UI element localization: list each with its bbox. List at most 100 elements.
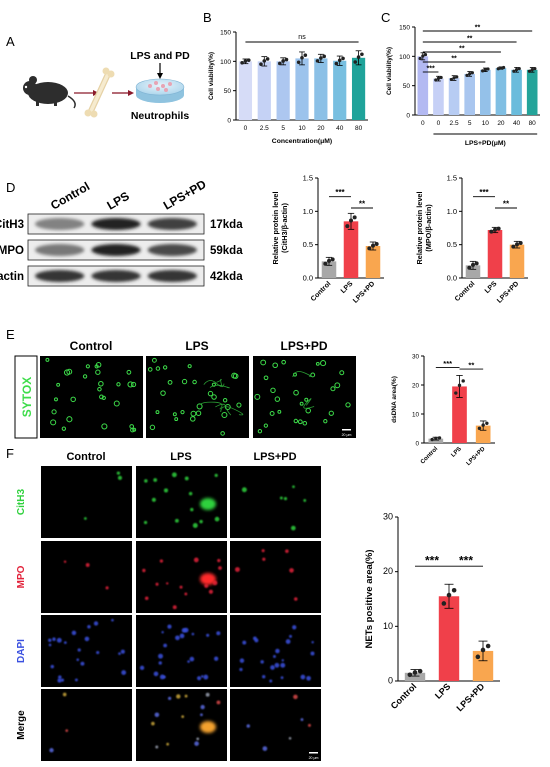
data-point — [446, 592, 452, 598]
cell-dot — [277, 409, 282, 414]
cell-dot — [74, 678, 78, 682]
cell-dot — [285, 639, 291, 644]
y-tick-label: 1.5 — [303, 174, 313, 183]
y-tick-label: 0 — [415, 441, 419, 448]
cell-dot — [113, 400, 120, 407]
data-point — [468, 72, 472, 76]
data-point — [475, 654, 481, 660]
bar — [351, 57, 366, 120]
cell-dot — [269, 679, 273, 683]
y-tick-label: 150 — [220, 30, 231, 37]
data-point — [418, 56, 422, 61]
bar — [448, 78, 460, 115]
cell-dot — [220, 431, 225, 436]
data-point — [471, 262, 475, 267]
cell-dot — [95, 369, 101, 375]
cell-dot — [167, 624, 172, 629]
cell-dot — [54, 397, 58, 402]
cell-dot — [159, 559, 164, 563]
cell-dot — [97, 386, 102, 392]
y-axis-label: dsDNA area(%) — [391, 376, 398, 423]
column-header: LPS+PD — [280, 339, 327, 353]
cell-dot — [142, 568, 146, 573]
cell-dot — [58, 675, 62, 679]
x-tick-label: 10 — [482, 120, 490, 127]
bar — [417, 56, 429, 115]
data-point — [455, 75, 459, 79]
cell-dot — [208, 589, 214, 594]
bar — [487, 230, 503, 278]
cell-dot — [190, 410, 197, 417]
y-tick-label: 50 — [403, 83, 411, 90]
data-point — [481, 423, 485, 427]
net-fiber — [199, 401, 223, 410]
cell-dot — [211, 382, 216, 387]
data-point — [423, 52, 428, 57]
cell-dot — [63, 560, 67, 563]
column-header: Control — [70, 339, 113, 353]
significance-label: ** — [359, 200, 366, 209]
x-tick-label: 40 — [336, 125, 344, 132]
cell-dot — [190, 507, 194, 512]
x-tick-label: Control — [454, 280, 477, 303]
cell-dot — [288, 736, 292, 740]
data-point — [360, 52, 364, 57]
cell-dot — [221, 412, 228, 419]
chart-b-cell-viability: 0 50 100 150 Cell viability(%) 0 2.5 5 10 20 40 80 n… — [208, 30, 368, 145]
cell-dot — [293, 389, 299, 396]
data-point — [337, 58, 342, 63]
chart-d-cith3-level: 0.0 0.5 1.0 1.5 Relative protein level (CitH3… — [271, 174, 384, 305]
y-axis-label: Relative protein level — [415, 192, 424, 265]
data-point — [315, 59, 320, 63]
cell-dot — [304, 397, 309, 402]
bar — [343, 221, 359, 278]
panel-letter-f: F — [6, 446, 14, 461]
row-label: CitH3 — [16, 489, 27, 516]
cell-dot — [101, 395, 106, 401]
cell-dot — [281, 659, 284, 662]
bar — [404, 672, 426, 681]
cell-dot — [200, 713, 203, 717]
cell-dot — [196, 403, 203, 410]
cell-dot — [252, 636, 257, 641]
data-point — [530, 67, 534, 72]
cell-dot — [293, 418, 299, 424]
data-point — [246, 58, 251, 62]
treatment-label: LPS and PD — [130, 50, 190, 62]
data-point — [327, 258, 331, 263]
cell-dot — [194, 741, 199, 746]
cell-dot — [345, 402, 351, 408]
cell-dot — [174, 417, 179, 422]
cell-dot — [151, 721, 155, 726]
cell-dot — [302, 420, 308, 426]
bar — [452, 386, 467, 443]
data-point — [480, 647, 486, 653]
cell-dot — [232, 373, 239, 379]
cell-dot — [85, 364, 90, 369]
cell-dot — [179, 585, 183, 589]
scale-bar — [309, 752, 318, 754]
data-point — [374, 242, 379, 246]
column-header: LPS — [170, 451, 191, 463]
cell-dot — [71, 630, 77, 636]
y-tick-label: 0 — [406, 113, 410, 120]
cell-dot — [139, 665, 145, 670]
y-axis-label: Cell viability(%) — [386, 47, 393, 95]
cell-dot — [167, 696, 172, 701]
data-point — [281, 59, 285, 63]
x-tick-label: LPS+PD — [496, 280, 520, 304]
cell-dot — [310, 651, 315, 656]
cell-dot — [147, 367, 153, 372]
data-point — [349, 218, 353, 223]
x-tick-label: 2.5 — [450, 120, 459, 127]
cell-dot — [184, 476, 189, 481]
cell-dot — [155, 582, 159, 586]
cell-dot — [82, 374, 88, 379]
protein-band — [35, 244, 85, 256]
y-tick-label: 100 — [220, 59, 231, 66]
y-tick-label: 0 — [388, 676, 393, 686]
cell-dot — [300, 674, 306, 680]
cell-dot — [315, 361, 320, 366]
data-point — [511, 244, 516, 249]
protein-label: MPO — [0, 245, 24, 257]
